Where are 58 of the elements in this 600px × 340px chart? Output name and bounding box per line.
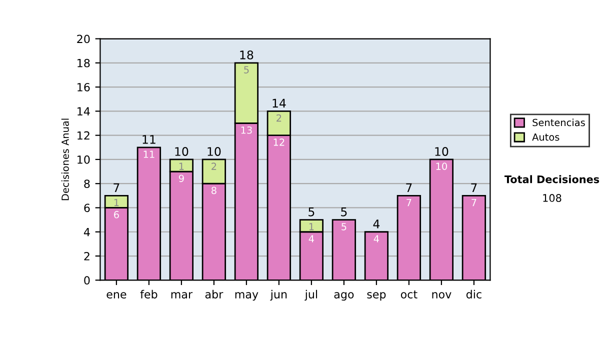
total-label: 10 — [208, 147, 221, 156]
x-tick-label: jul — [304, 290, 318, 301]
y-tick-label: 12 — [78, 131, 90, 140]
data-label: 5 — [244, 66, 249, 74]
total-label: 5 — [308, 208, 314, 216]
y-tick-label: 8 — [84, 180, 90, 188]
data-label: 13 — [241, 126, 252, 134]
data-label: 1 — [114, 198, 119, 206]
x-tick-label: mar — [171, 292, 193, 298]
total-label: 10 — [175, 147, 188, 156]
x-tick-label: oct — [400, 290, 418, 298]
data-label: 4 — [308, 235, 314, 242]
data-label: 2 — [276, 114, 282, 122]
y-tick-label: 16 — [78, 83, 90, 92]
data-label: 6 — [114, 210, 119, 218]
total-label: 7 — [471, 183, 477, 192]
data-label: 1 — [179, 162, 184, 170]
total-label: 7 — [406, 183, 412, 192]
data-label: 2 — [212, 162, 216, 170]
y-tick-label: 14 — [78, 107, 90, 116]
total-label: 10 — [435, 147, 448, 156]
total-label: 14 — [272, 98, 286, 108]
y-tick-label: 10 — [78, 155, 90, 164]
x-tick-label: ago — [334, 292, 354, 301]
x-tick-label: dic — [466, 290, 482, 298]
y-tick-label: 6 — [84, 204, 90, 212]
x-tick-label: abr — [205, 290, 224, 298]
total-label: 7 — [114, 183, 120, 192]
x-tick-label: may — [235, 292, 258, 301]
y-axis-title: Decisiones Anual — [61, 118, 69, 200]
total-label: 18 — [240, 50, 254, 60]
x-tick-label: jun — [270, 290, 287, 301]
text: 108 — [543, 194, 562, 202]
data-label: 7 — [406, 198, 412, 206]
data-label: 9 — [178, 174, 184, 182]
data-label: 12 — [274, 138, 284, 146]
x-tick-label: feb — [140, 290, 158, 298]
x-tick-label: nov — [432, 292, 452, 298]
total-label: 11 — [142, 135, 156, 144]
data-label: 4 — [374, 235, 379, 242]
legend-label: Autos — [532, 134, 560, 141]
data-label: 5 — [342, 223, 346, 230]
legend-label: Sentencias — [532, 118, 585, 126]
y-tick-label: 4 — [84, 228, 90, 236]
total-label: 5 — [341, 208, 347, 216]
x-tick-label: ene — [106, 292, 126, 298]
total-label: 4 — [373, 220, 380, 228]
y-tick-label: 20 — [77, 34, 90, 44]
text: Total Decisiones — [504, 175, 600, 184]
y-tick-label: 2 — [84, 252, 90, 260]
x-tick-label: sep — [367, 292, 386, 301]
y-tick-label: 0 — [84, 276, 90, 285]
data-label: 11 — [144, 150, 154, 158]
data-label: 8 — [212, 186, 216, 194]
data-label: 1 — [309, 223, 314, 230]
y-tick-label: 18 — [78, 58, 90, 68]
data-label: 7 — [472, 198, 476, 206]
data-label: 10 — [436, 162, 447, 170]
